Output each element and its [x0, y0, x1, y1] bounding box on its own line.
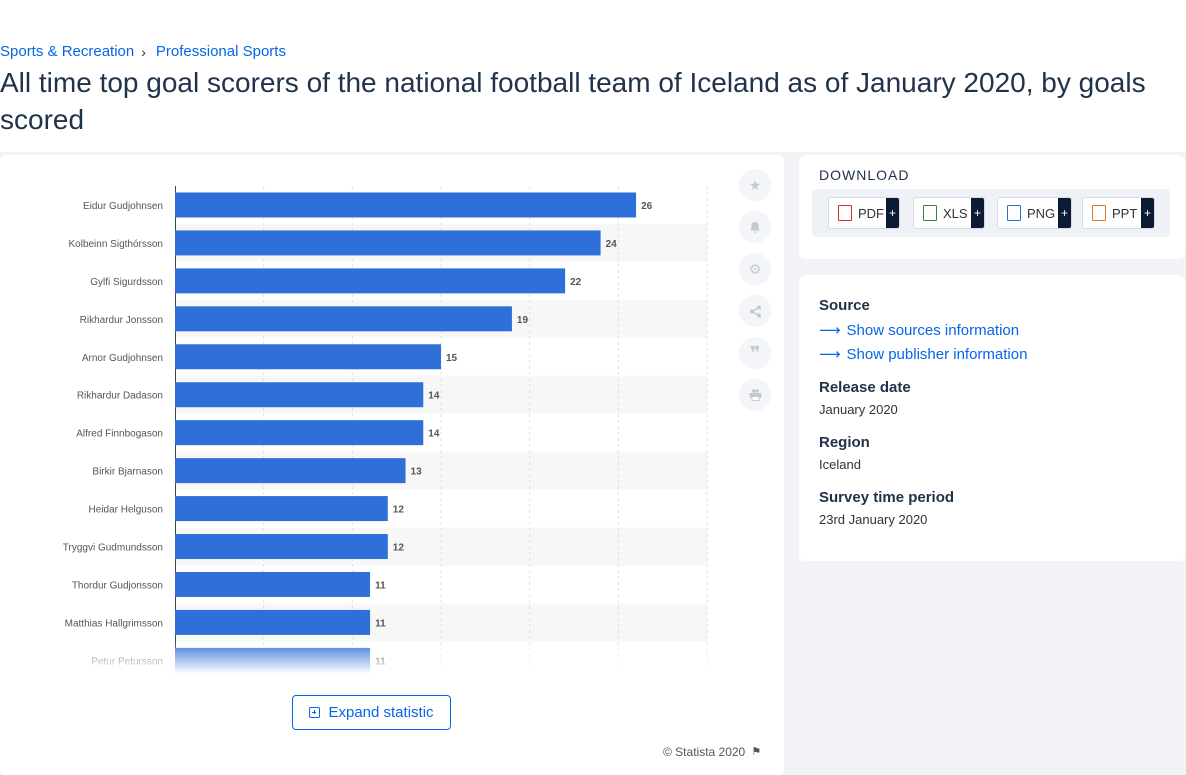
category-label: Rikhardur Jonsson [80, 315, 163, 326]
chart-card: Eidur Gudjohnsen 26 Kolbeinn Sigthórsson 24… [0, 155, 784, 775]
bar [175, 192, 637, 218]
category-label: Thordur Gudjonsson [72, 580, 163, 591]
bar [175, 571, 371, 597]
region-value: Iceland [819, 457, 861, 472]
category-label: Birkir Bjarnason [92, 467, 163, 478]
region-heading: Region [819, 434, 870, 451]
bar-chart: Eidur Gudjohnsen 26 Kolbeinn Sigthórsson 24… [63, 186, 708, 680]
share-button[interactable] [739, 295, 771, 327]
data-label: 19 [517, 315, 529, 326]
download-png-plus: + [1058, 198, 1071, 228]
data-label: 12 [393, 505, 405, 516]
download-png-label: PNG [1027, 205, 1056, 221]
category-label: Petur Petursson [91, 656, 163, 667]
data-label: 24 [606, 239, 618, 250]
survey-period-value: 23rd January 2020 [819, 512, 928, 527]
expand-icon [309, 707, 321, 718]
data-label: 13 [411, 467, 423, 478]
quote-icon: ❞ [749, 342, 761, 363]
png-file-icon [1007, 205, 1021, 221]
xls-file-icon [923, 205, 937, 221]
data-label: 15 [446, 353, 458, 364]
category-label: Arnor Gudjohnsen [82, 353, 163, 364]
category-label: Heidar Helguson [89, 505, 164, 516]
arrow-right-icon: ⟶ [819, 346, 841, 363]
download-pdf-plus: + [886, 198, 899, 228]
expand-statistic-button[interactable]: Expand statistic [292, 695, 451, 730]
breadcrumb-separator: › [141, 43, 146, 60]
data-label: 11 [375, 618, 386, 629]
bar [175, 306, 512, 332]
flag-icon[interactable]: ⚑ [751, 746, 762, 758]
data-label: 11 [375, 656, 386, 667]
show-publisher-link[interactable]: ⟶ Show publisher information [819, 345, 1028, 364]
print-button[interactable] [739, 379, 771, 411]
settings-button[interactable]: ⚙ [739, 253, 771, 285]
data-label: 14 [428, 429, 440, 440]
download-button-row: PDF + XLS + PNG + PPT + [812, 189, 1170, 237]
bar [175, 382, 424, 408]
download-ppt-label: PPT [1112, 205, 1138, 221]
share-icon [749, 305, 761, 317]
show-sources-label: Show sources information [846, 321, 1020, 339]
category-label: Tryggvi Gudmundsson [63, 543, 163, 554]
release-date-value: January 2020 [819, 402, 898, 417]
bell-icon [750, 221, 760, 233]
notification-button[interactable] [739, 211, 771, 243]
pdf-file-icon [838, 205, 852, 221]
bar [175, 268, 566, 294]
download-ppt-plus: + [1141, 198, 1154, 228]
category-label: Eidur Gudjohnsen [83, 201, 163, 212]
show-publisher-label: Show publisher information [846, 345, 1028, 363]
download-xls-button[interactable]: XLS + [913, 197, 985, 229]
cite-button[interactable]: ❞ [739, 337, 771, 369]
download-pdf-label: PDF [858, 205, 884, 221]
download-panel: DOWNLOAD PDF + XLS + PNG + PPT + [799, 155, 1185, 259]
arrow-right-icon: ⟶ [819, 322, 841, 339]
category-label: Matthias Hallgrimsson [65, 618, 163, 629]
ppt-file-icon [1092, 205, 1106, 221]
release-date-heading: Release date [819, 379, 911, 396]
data-label: 11 [375, 580, 386, 591]
print-icon [749, 389, 761, 401]
expand-label: Expand statistic [328, 704, 434, 721]
download-png-button[interactable]: PNG + [997, 197, 1072, 229]
bar [175, 458, 406, 484]
category-label: Rikhardur Dadason [77, 391, 163, 402]
source-heading: Source [819, 297, 870, 314]
show-sources-link[interactable]: ⟶ Show sources information [819, 321, 1020, 340]
data-label: 26 [641, 201, 653, 212]
data-label: 22 [570, 277, 582, 288]
bar [175, 647, 371, 673]
header-band [0, 0, 1186, 152]
copyright: © Statista 2020 ⚑ [663, 745, 761, 759]
bar [175, 609, 371, 635]
bar [175, 496, 388, 522]
category-label: Alfred Finnbogason [76, 429, 163, 440]
category-label: Gylfi Sigurdsson [90, 277, 163, 288]
bar [175, 344, 441, 370]
bar [175, 534, 388, 560]
favorite-button[interactable]: ★ [739, 169, 771, 201]
bar [175, 230, 601, 256]
data-label: 12 [393, 543, 405, 554]
download-heading: DOWNLOAD [819, 167, 910, 183]
breadcrumb: Sports & Recreation › Professional Sport… [0, 43, 286, 60]
download-xls-plus: + [971, 198, 984, 228]
category-label: Kolbeinn Sigthórsson [68, 239, 163, 250]
gear-icon: ⚙ [748, 260, 762, 277]
download-ppt-button[interactable]: PPT + [1082, 197, 1155, 229]
page-title: All time top goal scorers of the nationa… [0, 67, 1146, 135]
download-pdf-button[interactable]: PDF + [828, 197, 900, 229]
survey-period-heading: Survey time period [819, 489, 955, 506]
breadcrumb-sports-recreation[interactable]: Sports & Recreation [0, 43, 135, 60]
breadcrumb-professional-sports[interactable]: Professional Sports [155, 43, 286, 60]
bar [175, 420, 424, 446]
copyright-text: © Statista 2020 [663, 745, 746, 759]
data-label: 14 [428, 391, 440, 402]
star-icon: ★ [748, 176, 762, 193]
statistic-details-panel: Source ⟶ Show sources information ⟶ Show… [799, 275, 1185, 561]
download-xls-label: XLS [943, 205, 968, 221]
